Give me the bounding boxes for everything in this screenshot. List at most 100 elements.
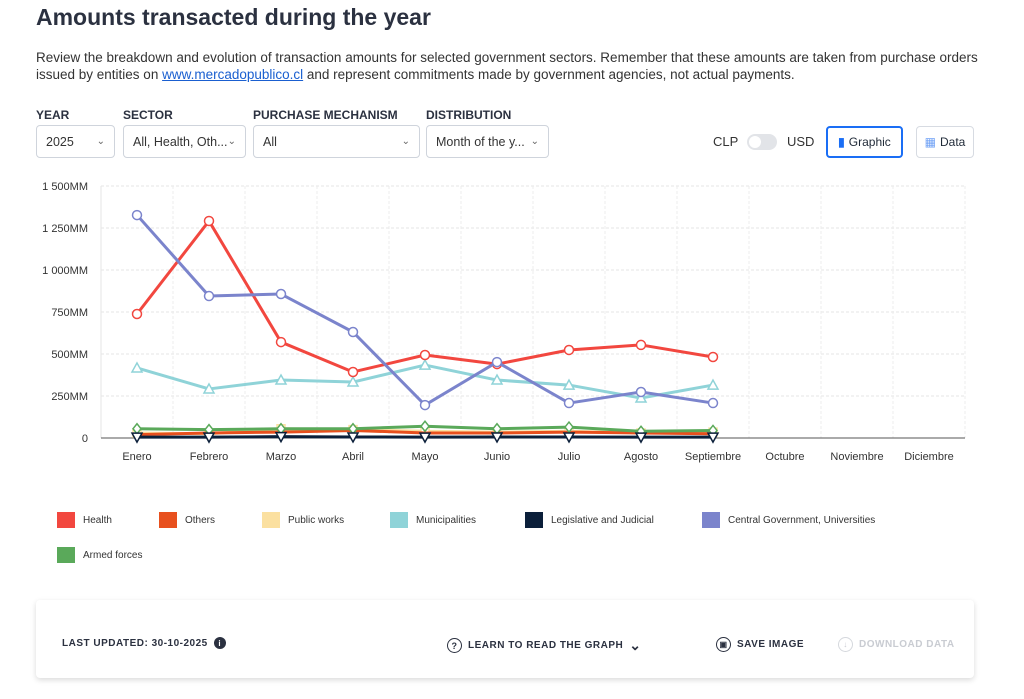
legend-label: Armed forces — [83, 549, 143, 561]
data-point — [131, 308, 143, 320]
data-point — [275, 288, 287, 300]
chevron-down-icon: ⌄ — [96, 136, 105, 147]
y-tick-label: 1 250MM — [42, 223, 88, 235]
sector-label: SECTOR — [123, 108, 173, 122]
data-point — [707, 351, 719, 363]
legend-item[interactable]: Legislative and Judicial — [525, 512, 654, 528]
data-point — [707, 397, 719, 409]
chevron-down-icon: ⌄ — [227, 136, 236, 147]
data-point — [418, 358, 432, 370]
x-tick-label: Agosto — [624, 451, 658, 463]
download-icon: ↓ — [838, 637, 853, 652]
legend-item[interactable]: Others — [159, 512, 215, 528]
data-point — [563, 397, 575, 409]
data-point — [562, 378, 576, 390]
x-tick-label: Diciembre — [904, 451, 954, 463]
bar-chart-icon: ▮ — [838, 135, 845, 149]
learn-graph-button[interactable]: ? LEARN TO READ THE GRAPH ⌄ — [447, 637, 641, 654]
graphic-label: Graphic — [848, 135, 891, 149]
mercadopublico-link[interactable]: www.mercadopublico.cl — [162, 67, 304, 82]
data-point — [274, 431, 288, 444]
legend-item[interactable]: Central Government, Universities — [702, 512, 875, 528]
save-image-button[interactable]: ▣ SAVE IMAGE — [716, 637, 804, 652]
help-icon: ? — [447, 638, 462, 653]
legend-swatch — [525, 512, 543, 528]
data-point — [635, 339, 647, 351]
data-point — [563, 344, 575, 356]
x-tick-label: Mayo — [412, 451, 439, 463]
legend-item[interactable]: Public works — [262, 512, 344, 528]
y-tick-label: 250MM — [51, 391, 88, 403]
data-button[interactable]: ▦ Data — [916, 126, 974, 158]
description: Review the breakdown and evolution of tr… — [36, 49, 986, 83]
data-point — [491, 356, 503, 368]
legend-swatch — [702, 512, 720, 528]
save-label: SAVE IMAGE — [737, 639, 805, 650]
chevron-down-icon: ⌄ — [401, 136, 410, 147]
usd-label: USD — [787, 134, 815, 149]
data-point — [203, 290, 215, 302]
data-point — [347, 326, 359, 338]
data-point — [347, 366, 359, 378]
data-point — [275, 336, 287, 348]
mechanism-select[interactable]: All ⌄ — [253, 125, 420, 158]
y-tick-label: 500MM — [51, 349, 88, 361]
distribution-select[interactable]: Month of the y... ⌄ — [426, 125, 549, 158]
data-point — [564, 420, 574, 434]
legend-item[interactable]: Armed forces — [57, 547, 142, 563]
x-tick-label: Junio — [484, 451, 510, 463]
x-tick-label: Julio — [558, 451, 581, 463]
y-tick-label: 0 — [82, 433, 88, 445]
data-point — [420, 420, 430, 433]
data-label: Data — [939, 135, 966, 149]
x-tick-label: Noviembre — [830, 451, 883, 463]
clp-label: CLP — [713, 134, 739, 149]
sector-select[interactable]: All, Health, Oth... ⌄ — [123, 125, 246, 158]
data-point — [202, 382, 216, 394]
download-data-button[interactable]: ↓ DOWNLOAD DATA — [838, 637, 955, 652]
legend-swatch — [159, 512, 177, 528]
desc-text-end: and represent commitments made by govern… — [303, 67, 795, 82]
legend-swatch — [262, 512, 280, 528]
info-icon[interactable]: i — [213, 637, 226, 649]
data-point — [634, 391, 648, 403]
last-updated-text: LAST UPDATED: 30-10-2025 — [62, 637, 208, 649]
legend-swatch — [57, 547, 75, 563]
x-tick-label: Abril — [342, 451, 364, 463]
year-select[interactable]: 2025 ⌄ — [36, 125, 115, 158]
data-point — [418, 432, 432, 444]
legend-swatch — [390, 512, 408, 528]
data-point — [706, 432, 720, 444]
x-tick-label: Febrero — [190, 451, 229, 463]
currency-toggle[interactable] — [747, 134, 777, 150]
y-tick-label: 750MM — [51, 307, 88, 319]
legend-label: Municipalities — [416, 514, 477, 526]
data-point — [346, 375, 360, 387]
distribution-label: DISTRIBUTION — [426, 108, 512, 122]
x-tick-label: Marzo — [266, 451, 297, 463]
data-point — [634, 432, 648, 444]
distribution-value: Month of the y... — [436, 134, 525, 149]
page-title: Amounts transacted during the year — [36, 4, 431, 30]
learn-label: LEARN TO READ THE GRAPH — [468, 640, 624, 651]
y-tick-label: 1 000MM — [42, 265, 88, 277]
legend-label: Legislative and Judicial — [551, 514, 654, 526]
legend-item[interactable]: Health — [57, 512, 112, 528]
data-point — [346, 432, 360, 444]
data-point — [130, 432, 144, 444]
graphic-button[interactable]: ▮ Graphic — [826, 126, 903, 158]
data-point — [274, 373, 288, 385]
last-updated: LAST UPDATED: 30-10-2025 i — [62, 637, 226, 649]
image-icon: ▣ — [716, 637, 731, 652]
data-point — [490, 373, 504, 385]
legend-label: Central Government, Universities — [728, 514, 876, 526]
sector-value: All, Health, Oth... — [133, 134, 228, 149]
legend-label: Others — [185, 514, 216, 526]
year-value: 2025 — [46, 134, 74, 149]
x-tick-label: Enero — [122, 451, 151, 463]
footer-panel: LAST UPDATED: 30-10-2025 i ? LEARN TO READ… — [36, 600, 974, 678]
mechanism-value: All — [263, 134, 277, 149]
data-point — [419, 399, 431, 411]
data-point — [635, 386, 647, 398]
legend-item[interactable]: Municipalities — [390, 512, 476, 528]
